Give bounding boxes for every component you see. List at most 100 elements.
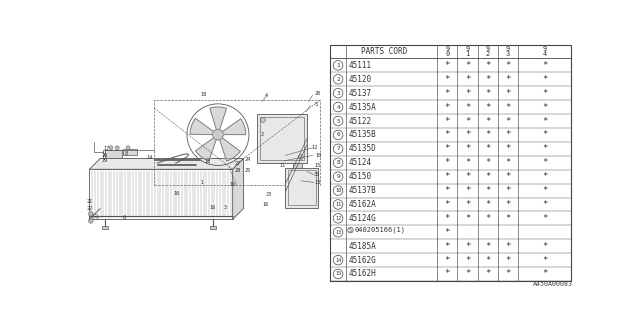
Text: *: * bbox=[445, 256, 450, 265]
Text: *: * bbox=[465, 131, 470, 140]
Text: 26: 26 bbox=[102, 153, 108, 158]
Circle shape bbox=[88, 219, 93, 223]
Text: *: * bbox=[505, 269, 511, 278]
Bar bbox=[123, 149, 136, 156]
Text: *: * bbox=[542, 144, 547, 153]
Text: *: * bbox=[505, 200, 511, 209]
Text: 45122: 45122 bbox=[348, 116, 371, 125]
Text: 9
2: 9 2 bbox=[486, 46, 490, 57]
Text: *: * bbox=[465, 269, 470, 278]
Text: 5: 5 bbox=[336, 118, 340, 124]
Text: *: * bbox=[465, 75, 470, 84]
Text: *: * bbox=[542, 214, 547, 223]
Text: 9
3: 9 3 bbox=[506, 46, 510, 57]
Bar bbox=[102, 226, 108, 228]
Text: 45137B: 45137B bbox=[348, 186, 376, 195]
Text: 2: 2 bbox=[336, 77, 340, 82]
Text: 30: 30 bbox=[314, 172, 320, 177]
Text: *: * bbox=[485, 131, 490, 140]
Polygon shape bbox=[233, 158, 244, 219]
Text: 45124G: 45124G bbox=[348, 214, 376, 223]
Text: 9
1: 9 1 bbox=[465, 46, 470, 57]
Text: 2: 2 bbox=[260, 132, 264, 137]
Polygon shape bbox=[190, 118, 213, 134]
Text: 45162G: 45162G bbox=[348, 256, 376, 265]
Text: 040205166(1): 040205166(1) bbox=[355, 227, 405, 233]
Text: *: * bbox=[445, 158, 450, 167]
Text: *: * bbox=[505, 116, 511, 125]
Text: *: * bbox=[445, 61, 450, 70]
Text: *: * bbox=[542, 61, 547, 70]
Text: 45124: 45124 bbox=[348, 158, 371, 167]
Circle shape bbox=[212, 129, 223, 140]
Text: *: * bbox=[505, 103, 511, 112]
Text: 45137: 45137 bbox=[348, 89, 371, 98]
Text: *: * bbox=[485, 242, 490, 251]
Text: 45135B: 45135B bbox=[348, 131, 376, 140]
Text: 3: 3 bbox=[336, 91, 340, 96]
Text: *: * bbox=[485, 172, 490, 181]
Text: *: * bbox=[485, 61, 490, 70]
Text: *: * bbox=[485, 200, 490, 209]
Text: *: * bbox=[485, 269, 490, 278]
Text: *: * bbox=[445, 116, 450, 125]
Text: *: * bbox=[542, 75, 547, 84]
Text: *: * bbox=[505, 214, 511, 223]
Text: 10: 10 bbox=[316, 153, 322, 158]
Text: *: * bbox=[445, 75, 450, 84]
Text: *: * bbox=[485, 214, 490, 223]
Text: 45162H: 45162H bbox=[348, 269, 376, 278]
Bar bbox=[330, 44, 572, 281]
Text: *: * bbox=[505, 242, 511, 251]
Text: 7: 7 bbox=[336, 146, 340, 151]
Bar bbox=[288, 170, 316, 205]
Text: *: * bbox=[485, 158, 490, 167]
Text: 22: 22 bbox=[86, 206, 92, 211]
Text: S: S bbox=[349, 228, 352, 233]
Text: 8: 8 bbox=[336, 160, 340, 165]
Text: *: * bbox=[542, 269, 547, 278]
Text: *: * bbox=[485, 116, 490, 125]
Text: *: * bbox=[485, 75, 490, 84]
Bar bbox=[260, 117, 304, 160]
Text: 29: 29 bbox=[102, 157, 108, 163]
Text: *: * bbox=[542, 131, 547, 140]
Text: *: * bbox=[542, 89, 547, 98]
Text: 18: 18 bbox=[204, 159, 211, 164]
Text: *: * bbox=[505, 172, 511, 181]
Text: 20: 20 bbox=[314, 91, 320, 96]
Text: *: * bbox=[485, 256, 490, 265]
Text: *: * bbox=[505, 144, 511, 153]
Circle shape bbox=[298, 155, 303, 159]
Text: 8: 8 bbox=[125, 151, 128, 156]
Polygon shape bbox=[90, 158, 244, 169]
Text: 16: 16 bbox=[173, 191, 179, 196]
Text: *: * bbox=[542, 242, 547, 251]
Text: *: * bbox=[445, 172, 450, 181]
Text: *: * bbox=[505, 131, 511, 140]
Circle shape bbox=[115, 146, 119, 150]
Polygon shape bbox=[210, 107, 227, 129]
Text: 9
4: 9 4 bbox=[543, 46, 547, 57]
Text: 14: 14 bbox=[146, 155, 152, 160]
Text: *: * bbox=[542, 200, 547, 209]
Text: 15: 15 bbox=[335, 271, 341, 276]
Text: *: * bbox=[465, 144, 470, 153]
Text: 13: 13 bbox=[314, 180, 320, 185]
Text: 13: 13 bbox=[335, 230, 341, 235]
Text: 45150: 45150 bbox=[348, 172, 371, 181]
Text: *: * bbox=[505, 186, 511, 195]
Text: 1: 1 bbox=[200, 180, 204, 185]
Text: 45185A: 45185A bbox=[348, 242, 376, 251]
Text: *: * bbox=[445, 144, 450, 153]
Bar bbox=[90, 169, 233, 219]
Text: *: * bbox=[445, 242, 450, 251]
Text: 25: 25 bbox=[244, 168, 250, 172]
Text: *: * bbox=[505, 75, 511, 84]
Text: *: * bbox=[445, 89, 450, 98]
Circle shape bbox=[126, 146, 130, 150]
Text: 27: 27 bbox=[235, 161, 241, 166]
Text: 6: 6 bbox=[336, 132, 340, 137]
Text: 21: 21 bbox=[86, 199, 92, 204]
Text: *: * bbox=[542, 116, 547, 125]
